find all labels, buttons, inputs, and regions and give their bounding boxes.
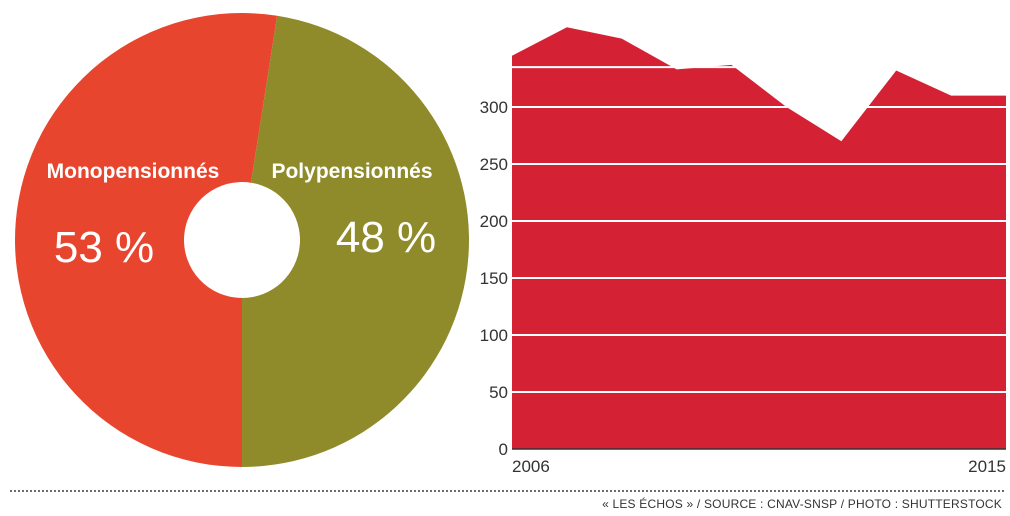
area-series bbox=[512, 27, 1006, 449]
donut-chart: Monopensionnés 53 % Polypensionnés 48 % bbox=[14, 12, 469, 468]
y-tick-label: 100 bbox=[480, 326, 508, 345]
donut-value-polypensionnes: 48 % bbox=[336, 213, 436, 262]
y-tick-label: 250 bbox=[480, 155, 508, 174]
y-tick-label: 200 bbox=[480, 212, 508, 231]
donut-label-monopensionnes: Monopensionnés bbox=[47, 160, 220, 183]
donut-slice-monopensionnes bbox=[14, 12, 278, 468]
donut-slice-polypensionnes bbox=[242, 15, 469, 468]
donut-value-monopensionnes: 53 % bbox=[54, 223, 154, 272]
y-tick-label: 150 bbox=[480, 269, 508, 288]
y-tick-label: 0 bbox=[499, 440, 508, 459]
x-tick-label: 2006 bbox=[512, 457, 550, 476]
x-tick-label: 2015 bbox=[968, 457, 1006, 476]
area-chart: 0 50 100 150 200 250 300 2006 2015 bbox=[480, 27, 1006, 476]
footer-divider bbox=[10, 490, 1004, 492]
y-tick-label: 50 bbox=[489, 383, 508, 402]
y-tick-label: 300 bbox=[480, 98, 508, 117]
donut-label-polypensionnes: Polypensionnés bbox=[271, 160, 432, 183]
source-credit: « LES ÉCHOS » / SOURCE : CNAV-SNSP / PHO… bbox=[602, 497, 1002, 511]
